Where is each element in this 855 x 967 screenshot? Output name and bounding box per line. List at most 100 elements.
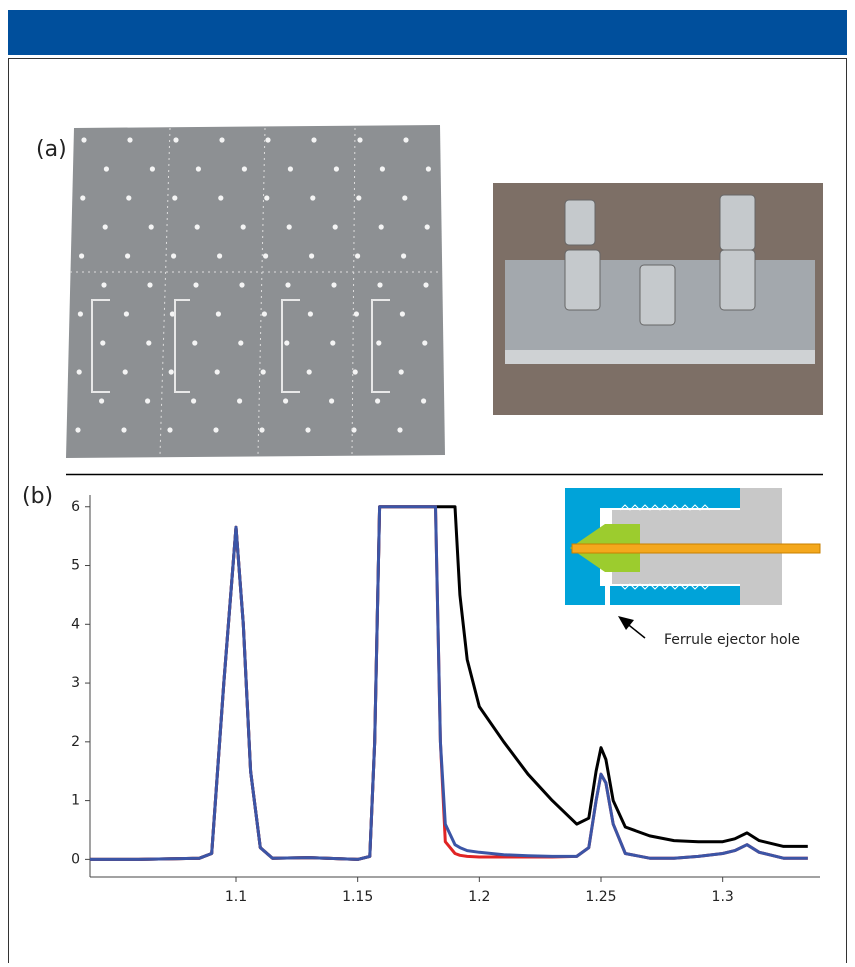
x-tick-label: 1.15	[342, 889, 373, 905]
plate-hole	[100, 340, 106, 346]
plate-hole	[99, 398, 105, 404]
plate-hole	[261, 311, 267, 317]
x-tick-label: 1.25	[585, 889, 616, 905]
plate-hole	[260, 369, 266, 375]
plate-hole	[399, 311, 405, 317]
y-tick-label: 3	[71, 675, 80, 691]
plate-hole	[123, 311, 129, 317]
plate-hole	[126, 195, 132, 201]
plate-hole	[80, 195, 86, 201]
plate-hole	[215, 311, 221, 317]
plate-hole	[122, 369, 128, 375]
plate-hole	[171, 253, 177, 259]
plate-hole	[241, 166, 247, 172]
plate-hole	[379, 166, 385, 172]
plate-hole	[149, 166, 155, 172]
annotation: Ferrule ejector hole	[664, 632, 800, 648]
photo-plate	[66, 125, 445, 458]
plate-hole	[167, 427, 173, 433]
plate-hole	[102, 224, 108, 230]
plate-hole	[193, 282, 199, 288]
plate-hole	[217, 253, 223, 259]
x-tick-label: 1.1	[225, 889, 247, 905]
plate-hole	[330, 340, 336, 346]
annotation-arrowhead	[618, 616, 634, 630]
photo-fittings	[493, 183, 823, 415]
plate-hole	[333, 166, 339, 172]
plate-hole	[352, 369, 358, 375]
plate-hole	[219, 137, 225, 143]
panel-label: (a)	[36, 137, 67, 162]
plate-hole	[173, 137, 179, 143]
plate-hole	[79, 253, 85, 259]
plate-hole	[375, 398, 381, 404]
x-tick-label: 1.3	[712, 889, 734, 905]
plate-hole	[101, 282, 107, 288]
plate-hole	[378, 224, 384, 230]
y-tick-label: 4	[71, 616, 80, 632]
plate-hole	[329, 398, 335, 404]
plate-hole	[264, 195, 270, 201]
plate-hole	[81, 137, 87, 143]
header-bar	[8, 10, 847, 55]
plate-hole	[422, 340, 428, 346]
plate-hole	[309, 253, 315, 259]
series-line	[90, 505, 808, 861]
plate-hole	[306, 369, 312, 375]
plate-hole	[283, 398, 289, 404]
plate-hole	[377, 282, 383, 288]
plate-hole	[263, 253, 269, 259]
plate-hole	[169, 311, 175, 317]
plate-hole	[259, 427, 265, 433]
plate-hole	[284, 340, 290, 346]
plate-hole	[285, 282, 291, 288]
panel-label: (b)	[22, 484, 53, 509]
plate-hole	[121, 427, 127, 433]
plate-hole	[353, 311, 359, 317]
x-tick-label: 1.2	[468, 889, 490, 905]
plate-hole	[287, 166, 293, 172]
plate-hole	[238, 340, 244, 346]
plate-hole	[148, 224, 154, 230]
plate-hole	[397, 427, 403, 433]
plate-hole	[402, 195, 408, 201]
plate-hole	[195, 166, 201, 172]
plate-hole	[146, 340, 152, 346]
y-tick-label: 5	[71, 558, 80, 574]
plate-hole	[423, 282, 429, 288]
plate-hole	[237, 398, 243, 404]
plate-hole	[357, 137, 363, 143]
plate-hole	[305, 427, 311, 433]
plate-hole	[331, 282, 337, 288]
plate-hole	[77, 311, 83, 317]
plate-hole	[307, 311, 313, 317]
y-tick-label: 2	[71, 734, 80, 750]
plate-hole	[286, 224, 292, 230]
plate-hole	[376, 340, 382, 346]
plate-hole	[192, 340, 198, 346]
plate-hole	[311, 137, 317, 143]
plate-hole	[265, 137, 271, 143]
fitting-diagram	[565, 488, 821, 605]
plate-hole	[425, 166, 431, 172]
plate-hole	[240, 224, 246, 230]
plate-hole	[398, 369, 404, 375]
y-tick-label: 6	[71, 499, 80, 515]
plate-hole	[127, 137, 133, 143]
plate-hole	[191, 398, 197, 404]
plate-hole	[403, 137, 409, 143]
plate-hole	[147, 282, 153, 288]
y-tick-label: 0	[71, 851, 80, 867]
plate-hole	[421, 398, 427, 404]
plate-hole	[145, 398, 151, 404]
plate-hole	[103, 166, 109, 172]
plate-hole	[125, 253, 131, 259]
plate-hole	[332, 224, 338, 230]
plate-hole	[214, 369, 220, 375]
plate-hole	[356, 195, 362, 201]
plate-hole	[172, 195, 178, 201]
plate-hole	[424, 224, 430, 230]
plate-hole	[76, 369, 82, 375]
